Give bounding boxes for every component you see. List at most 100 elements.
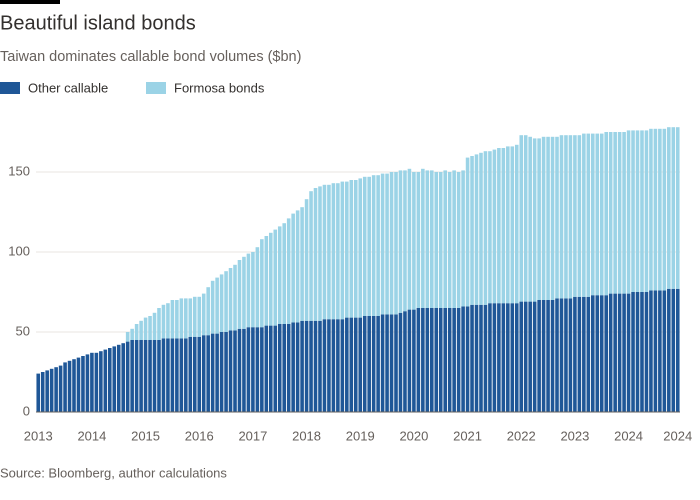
bar-segment <box>479 152 483 305</box>
bar-segment <box>532 138 537 302</box>
bar-segment <box>389 314 394 412</box>
bar-segment <box>492 303 497 412</box>
bar-segment <box>152 312 157 340</box>
bar-segment <box>166 303 170 339</box>
source-note: Source: Bloomberg, author calculations <box>0 465 227 480</box>
bar-segment <box>175 300 179 339</box>
bar-segment <box>506 303 510 412</box>
bar-segment <box>497 148 501 304</box>
bar-segment <box>667 288 671 412</box>
x-tick-label: 2024 <box>614 428 643 443</box>
bar-segment <box>671 288 676 412</box>
legend-swatch <box>146 82 166 94</box>
bar-segment <box>537 300 541 412</box>
bar-segment <box>582 296 586 412</box>
bar-segment <box>197 336 202 412</box>
bar-segment <box>215 277 219 334</box>
bar-segment <box>573 296 577 412</box>
bar-segment <box>188 298 193 337</box>
bar-segment <box>653 290 658 412</box>
bar-segment <box>488 151 492 304</box>
bar-segment <box>112 346 117 412</box>
bar-segment <box>577 296 582 412</box>
bar-segment <box>170 338 175 412</box>
bar-segment <box>260 327 264 412</box>
bar-segment <box>640 292 644 412</box>
bar-segment <box>210 333 215 412</box>
bar-segment <box>367 316 371 412</box>
bar-segment <box>304 320 309 412</box>
bar-segment <box>568 135 573 299</box>
bar-segment <box>327 184 331 320</box>
y-tick-label: 0 <box>23 403 30 418</box>
bar-segment <box>313 188 318 321</box>
bar-segment <box>81 356 85 412</box>
bar-segment <box>353 317 358 412</box>
bar-segment <box>430 308 434 412</box>
bar-segment <box>586 296 591 412</box>
bar-segment <box>586 133 591 297</box>
y-tick-label: 100 <box>8 243 30 258</box>
bar-segment <box>251 252 255 328</box>
bar-segment <box>644 130 649 292</box>
legend-label: Other callable <box>28 80 108 95</box>
bar-segment <box>340 319 345 412</box>
bar-segment <box>403 311 407 412</box>
bar-segment <box>139 320 143 340</box>
x-tick-label: 2024 <box>663 428 692 443</box>
bar-segment <box>67 360 72 412</box>
bar-segment <box>157 340 161 412</box>
bar-segment <box>228 330 233 412</box>
bar-segment <box>443 170 447 308</box>
bar-segment <box>170 300 175 339</box>
bar-segment <box>345 181 349 318</box>
bar-segment <box>425 308 430 412</box>
bar-segment <box>595 295 600 412</box>
bar-segment <box>228 268 233 331</box>
bar-segment <box>336 183 340 320</box>
bar-segment <box>184 338 188 412</box>
bar-segment <box>385 314 389 412</box>
bar-segment <box>242 256 246 329</box>
bar-segment <box>595 133 600 296</box>
bar-segment <box>269 325 273 412</box>
bar-segment <box>416 308 421 412</box>
bar-segment <box>622 132 626 294</box>
bar-segment <box>461 170 465 307</box>
bar-segment <box>201 293 206 336</box>
bar-segment <box>286 324 291 412</box>
bar-segment <box>389 172 394 315</box>
bar-segment <box>470 156 474 305</box>
bar-segment <box>403 170 407 312</box>
x-tick-label: 2016 <box>185 428 214 443</box>
x-tick-label: 2023 <box>560 428 589 443</box>
bar-segment <box>626 293 631 412</box>
bar-segment <box>336 319 340 412</box>
bar-segment <box>617 132 622 294</box>
bar-segment <box>456 172 461 308</box>
x-tick-label: 2020 <box>399 428 428 443</box>
bar-segment <box>242 328 246 412</box>
bar-segment <box>210 280 215 334</box>
bar-segment <box>510 303 515 412</box>
bar-segment <box>541 136 546 300</box>
bar-segment <box>224 332 228 412</box>
x-tick-label: 2015 <box>131 428 160 443</box>
bar-segment <box>233 264 237 331</box>
bar-segment <box>407 309 412 412</box>
bar-segment <box>260 239 264 328</box>
bar-segment <box>322 184 327 320</box>
bar-segment <box>121 343 125 412</box>
bar-segment <box>192 336 197 412</box>
bar-segment <box>555 136 559 299</box>
bar-segment <box>501 148 506 304</box>
bar-segment <box>653 128 658 291</box>
bar-segment <box>398 312 403 412</box>
bar-segment <box>85 354 90 412</box>
bar-segment <box>474 154 479 305</box>
bar-segment <box>291 213 295 323</box>
chart-title: Beautiful island bonds <box>0 12 196 34</box>
bar-segment <box>201 335 206 412</box>
bar-segment <box>608 293 613 412</box>
bar-segment <box>219 274 224 332</box>
